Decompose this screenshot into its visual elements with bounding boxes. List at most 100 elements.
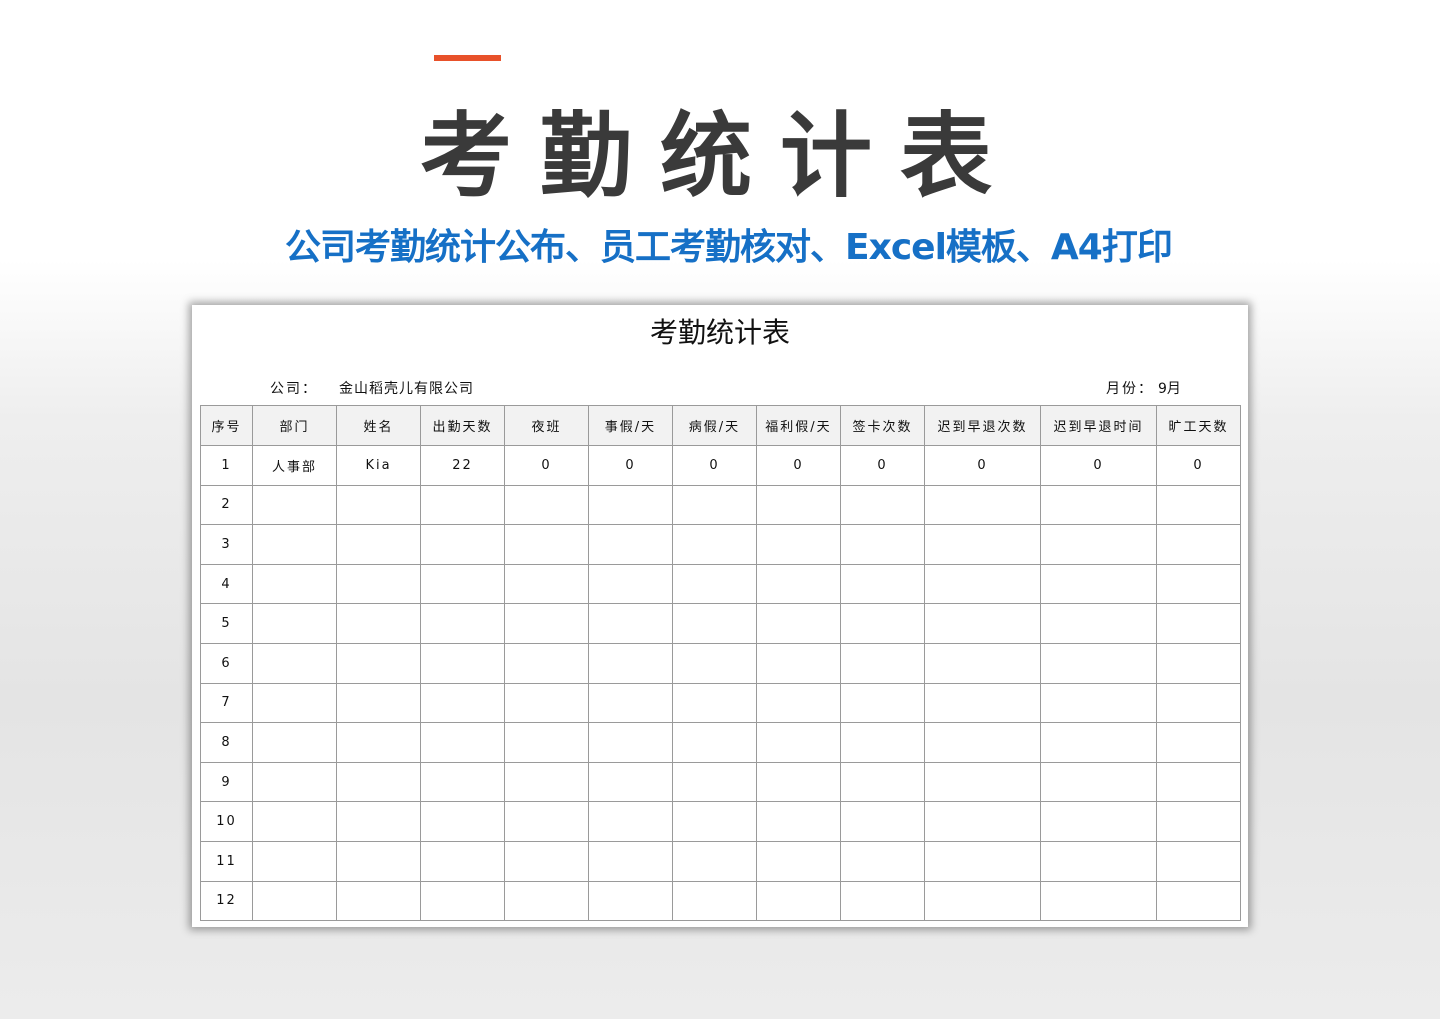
table-cell[interactable] [588, 563, 673, 605]
table-cell[interactable] [420, 801, 505, 842]
table-cell[interactable]: Kia [336, 445, 421, 486]
table-cell[interactable] [504, 801, 589, 842]
table-cell[interactable] [504, 484, 589, 526]
table-cell[interactable]: 0 [1156, 445, 1241, 486]
table-cell[interactable]: 12 [200, 880, 253, 922]
table-cell[interactable] [420, 524, 505, 565]
table-cell[interactable] [588, 801, 673, 842]
table-cell[interactable] [924, 603, 1041, 644]
table-cell[interactable] [420, 840, 505, 882]
table-cell[interactable] [840, 761, 925, 803]
table-cell[interactable] [672, 563, 757, 605]
table-cell[interactable] [336, 761, 421, 803]
table-cell[interactable]: 0 [924, 445, 1041, 486]
table-cell[interactable] [840, 603, 925, 644]
table-cell[interactable] [1040, 563, 1157, 605]
table-cell[interactable]: 0 [756, 445, 841, 486]
table-cell[interactable] [336, 484, 421, 526]
table-cell[interactable] [336, 642, 421, 684]
table-cell[interactable] [924, 642, 1041, 684]
table-cell[interactable]: 0 [588, 445, 673, 486]
table-cell[interactable] [756, 563, 841, 605]
table-cell[interactable] [252, 563, 337, 605]
table-cell[interactable] [252, 603, 337, 644]
table-cell[interactable]: 9 [200, 761, 253, 803]
table-cell[interactable] [1040, 682, 1157, 724]
table-cell[interactable] [672, 722, 757, 763]
table-cell[interactable] [672, 761, 757, 803]
table-cell[interactable]: 人事部 [252, 445, 337, 486]
table-cell[interactable]: 7 [200, 682, 253, 724]
table-cell[interactable] [252, 840, 337, 882]
table-cell[interactable] [504, 642, 589, 684]
table-cell[interactable] [756, 722, 841, 763]
table-cell[interactable] [756, 801, 841, 842]
table-cell[interactable] [756, 642, 841, 684]
table-cell[interactable] [336, 840, 421, 882]
table-cell[interactable] [336, 880, 421, 922]
table-cell[interactable] [840, 722, 925, 763]
table-cell[interactable] [420, 484, 505, 526]
table-cell[interactable] [504, 840, 589, 882]
table-cell[interactable]: 11 [200, 840, 253, 882]
table-cell[interactable] [924, 524, 1041, 565]
table-cell[interactable] [672, 682, 757, 724]
table-cell[interactable] [756, 880, 841, 922]
table-cell[interactable] [588, 880, 673, 922]
table-cell[interactable] [840, 642, 925, 684]
table-cell[interactable] [1156, 563, 1241, 605]
table-cell[interactable] [756, 682, 841, 724]
table-cell[interactable] [252, 801, 337, 842]
table-cell[interactable]: 8 [200, 722, 253, 763]
table-cell[interactable]: 0 [1040, 445, 1157, 486]
table-cell[interactable] [840, 880, 925, 922]
table-cell[interactable] [1156, 840, 1241, 882]
table-cell[interactable]: 5 [200, 603, 253, 644]
table-cell[interactable]: 22 [420, 445, 505, 486]
table-cell[interactable]: 1 [200, 445, 253, 486]
table-cell[interactable] [588, 840, 673, 882]
table-cell[interactable] [672, 603, 757, 644]
table-cell[interactable] [1156, 642, 1241, 684]
table-cell[interactable] [588, 484, 673, 526]
table-cell[interactable] [1156, 801, 1241, 842]
table-cell[interactable] [840, 484, 925, 526]
table-cell[interactable] [1040, 722, 1157, 763]
table-cell[interactable] [252, 642, 337, 684]
table-cell[interactable] [420, 642, 505, 684]
table-cell[interactable] [1156, 524, 1241, 565]
table-cell[interactable] [588, 722, 673, 763]
table-cell[interactable] [924, 761, 1041, 803]
table-cell[interactable] [588, 682, 673, 724]
table-cell[interactable] [588, 761, 673, 803]
table-cell[interactable] [252, 524, 337, 565]
table-cell[interactable] [504, 563, 589, 605]
table-cell[interactable] [336, 801, 421, 842]
table-cell[interactable]: 10 [200, 801, 253, 842]
table-cell[interactable] [420, 722, 505, 763]
table-cell[interactable] [504, 524, 589, 565]
table-cell[interactable] [924, 840, 1041, 882]
table-cell[interactable] [840, 524, 925, 565]
table-cell[interactable]: 6 [200, 642, 253, 684]
table-cell[interactable] [336, 682, 421, 724]
table-cell[interactable] [588, 603, 673, 644]
table-cell[interactable] [1040, 880, 1157, 922]
table-cell[interactable] [336, 563, 421, 605]
table-cell[interactable] [1156, 603, 1241, 644]
table-cell[interactable] [420, 682, 505, 724]
table-cell[interactable] [252, 722, 337, 763]
table-cell[interactable] [504, 603, 589, 644]
table-cell[interactable] [1156, 880, 1241, 922]
table-cell[interactable] [336, 603, 421, 644]
table-cell[interactable] [672, 642, 757, 684]
table-cell[interactable] [840, 682, 925, 724]
table-cell[interactable] [756, 524, 841, 565]
table-cell[interactable] [924, 484, 1041, 526]
table-cell[interactable] [1040, 642, 1157, 684]
table-cell[interactable]: 3 [200, 524, 253, 565]
table-cell[interactable] [252, 761, 337, 803]
table-cell[interactable] [336, 524, 421, 565]
table-cell[interactable] [840, 801, 925, 842]
table-cell[interactable] [924, 801, 1041, 842]
